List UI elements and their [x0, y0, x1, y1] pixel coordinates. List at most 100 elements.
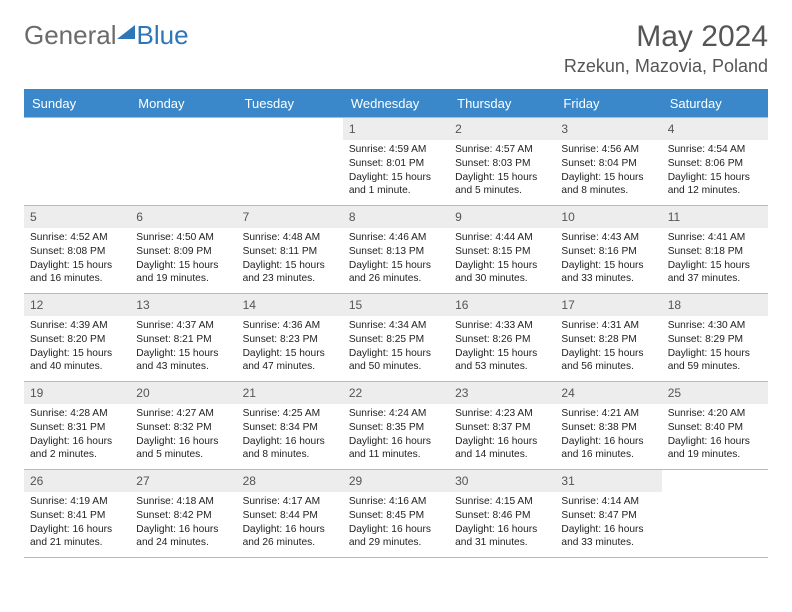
sunset-text: Sunset: 8:18 PM [668, 245, 762, 259]
sunset-text: Sunset: 8:29 PM [668, 333, 762, 347]
sunrise-text: Sunrise: 4:48 AM [243, 231, 337, 245]
calendar-day-cell: 15Sunrise: 4:34 AMSunset: 8:25 PMDayligh… [343, 294, 449, 382]
calendar-day-cell: 24Sunrise: 4:21 AMSunset: 8:38 PMDayligh… [555, 382, 661, 470]
sunset-text: Sunset: 8:21 PM [136, 333, 230, 347]
day-number: 25 [662, 382, 768, 404]
day-data: Sunrise: 4:31 AMSunset: 8:28 PMDaylight:… [555, 316, 661, 378]
sunset-text: Sunset: 8:47 PM [561, 509, 655, 523]
calendar-day-cell: 10Sunrise: 4:43 AMSunset: 8:16 PMDayligh… [555, 206, 661, 294]
sunset-text: Sunset: 8:44 PM [243, 509, 337, 523]
sunset-text: Sunset: 8:37 PM [455, 421, 549, 435]
day-data: Sunrise: 4:57 AMSunset: 8:03 PMDaylight:… [449, 140, 555, 202]
day-number: 17 [555, 294, 661, 316]
day-number: 20 [130, 382, 236, 404]
calendar-week-row: ...1Sunrise: 4:59 AMSunset: 8:01 PMDayli… [24, 118, 768, 206]
day-number: 18 [662, 294, 768, 316]
sunrise-text: Sunrise: 4:28 AM [30, 407, 124, 421]
sunrise-text: Sunrise: 4:23 AM [455, 407, 549, 421]
sunrise-text: Sunrise: 4:41 AM [668, 231, 762, 245]
sunset-text: Sunset: 8:45 PM [349, 509, 443, 523]
day-number: 14 [237, 294, 343, 316]
daylight-text: Daylight: 15 hours and 8 minutes. [561, 171, 655, 199]
daylight-text: Daylight: 15 hours and 40 minutes. [30, 347, 124, 375]
calendar-day-cell: 1Sunrise: 4:59 AMSunset: 8:01 PMDaylight… [343, 118, 449, 206]
day-data: Sunrise: 4:56 AMSunset: 8:04 PMDaylight:… [555, 140, 661, 202]
day-data: Sunrise: 4:27 AMSunset: 8:32 PMDaylight:… [130, 404, 236, 466]
daylight-text: Daylight: 15 hours and 23 minutes. [243, 259, 337, 287]
calendar-day-cell: 6Sunrise: 4:50 AMSunset: 8:09 PMDaylight… [130, 206, 236, 294]
sunset-text: Sunset: 8:25 PM [349, 333, 443, 347]
sunset-text: Sunset: 8:08 PM [30, 245, 124, 259]
calendar-day-cell: 12Sunrise: 4:39 AMSunset: 8:20 PMDayligh… [24, 294, 130, 382]
sunrise-text: Sunrise: 4:37 AM [136, 319, 230, 333]
calendar-day-cell: 21Sunrise: 4:25 AMSunset: 8:34 PMDayligh… [237, 382, 343, 470]
day-data: Sunrise: 4:59 AMSunset: 8:01 PMDaylight:… [343, 140, 449, 202]
daylight-text: Daylight: 16 hours and 5 minutes. [136, 435, 230, 463]
sunrise-text: Sunrise: 4:27 AM [136, 407, 230, 421]
calendar-day-cell: 2Sunrise: 4:57 AMSunset: 8:03 PMDaylight… [449, 118, 555, 206]
page-title: May 2024 [564, 20, 768, 54]
calendar-day-cell: 26Sunrise: 4:19 AMSunset: 8:41 PMDayligh… [24, 470, 130, 558]
day-number: 16 [449, 294, 555, 316]
sunrise-text: Sunrise: 4:20 AM [668, 407, 762, 421]
daylight-text: Daylight: 15 hours and 19 minutes. [136, 259, 230, 287]
sunrise-text: Sunrise: 4:34 AM [349, 319, 443, 333]
daylight-text: Daylight: 16 hours and 26 minutes. [243, 523, 337, 551]
daylight-text: Daylight: 16 hours and 8 minutes. [243, 435, 337, 463]
day-number: 3 [555, 118, 661, 140]
sunrise-text: Sunrise: 4:14 AM [561, 495, 655, 509]
weekday-header: Saturday [662, 90, 768, 118]
sunset-text: Sunset: 8:35 PM [349, 421, 443, 435]
day-data: Sunrise: 4:36 AMSunset: 8:23 PMDaylight:… [237, 316, 343, 378]
weekday-header: Wednesday [343, 90, 449, 118]
day-data: Sunrise: 4:14 AMSunset: 8:47 PMDaylight:… [555, 492, 661, 554]
day-data: Sunrise: 4:33 AMSunset: 8:26 PMDaylight:… [449, 316, 555, 378]
day-number: 19 [24, 382, 130, 404]
daylight-text: Daylight: 16 hours and 14 minutes. [455, 435, 549, 463]
day-number: 8 [343, 206, 449, 228]
daylight-text: Daylight: 16 hours and 16 minutes. [561, 435, 655, 463]
day-data: Sunrise: 4:17 AMSunset: 8:44 PMDaylight:… [237, 492, 343, 554]
daylight-text: Daylight: 15 hours and 56 minutes. [561, 347, 655, 375]
calendar-day-cell: 11Sunrise: 4:41 AMSunset: 8:18 PMDayligh… [662, 206, 768, 294]
title-block: May 2024 Rzekun, Mazovia, Poland [564, 20, 768, 77]
sunset-text: Sunset: 8:28 PM [561, 333, 655, 347]
day-data: Sunrise: 4:52 AMSunset: 8:08 PMDaylight:… [24, 228, 130, 290]
sunset-text: Sunset: 8:31 PM [30, 421, 124, 435]
day-data: Sunrise: 4:25 AMSunset: 8:34 PMDaylight:… [237, 404, 343, 466]
sunrise-text: Sunrise: 4:46 AM [349, 231, 443, 245]
day-data: Sunrise: 4:23 AMSunset: 8:37 PMDaylight:… [449, 404, 555, 466]
calendar-table: Sunday Monday Tuesday Wednesday Thursday… [24, 89, 768, 558]
sunset-text: Sunset: 8:16 PM [561, 245, 655, 259]
calendar-day-cell: 4Sunrise: 4:54 AMSunset: 8:06 PMDaylight… [662, 118, 768, 206]
sunset-text: Sunset: 8:32 PM [136, 421, 230, 435]
calendar-day-cell: 16Sunrise: 4:33 AMSunset: 8:26 PMDayligh… [449, 294, 555, 382]
sunset-text: Sunset: 8:41 PM [30, 509, 124, 523]
day-number: 22 [343, 382, 449, 404]
calendar-day-cell: 30Sunrise: 4:15 AMSunset: 8:46 PMDayligh… [449, 470, 555, 558]
calendar-day-cell: 17Sunrise: 4:31 AMSunset: 8:28 PMDayligh… [555, 294, 661, 382]
sunset-text: Sunset: 8:20 PM [30, 333, 124, 347]
day-number: 4 [662, 118, 768, 140]
daylight-text: Daylight: 16 hours and 21 minutes. [30, 523, 124, 551]
calendar-day-cell: 19Sunrise: 4:28 AMSunset: 8:31 PMDayligh… [24, 382, 130, 470]
daylight-text: Daylight: 15 hours and 47 minutes. [243, 347, 337, 375]
sunset-text: Sunset: 8:04 PM [561, 157, 655, 171]
sunrise-text: Sunrise: 4:54 AM [668, 143, 762, 157]
weekday-header: Friday [555, 90, 661, 118]
day-data: Sunrise: 4:50 AMSunset: 8:09 PMDaylight:… [130, 228, 236, 290]
sunrise-text: Sunrise: 4:36 AM [243, 319, 337, 333]
sunrise-text: Sunrise: 4:30 AM [668, 319, 762, 333]
day-number: 6 [130, 206, 236, 228]
day-data: Sunrise: 4:16 AMSunset: 8:45 PMDaylight:… [343, 492, 449, 554]
logo: General Blue [24, 20, 189, 51]
day-data: Sunrise: 4:24 AMSunset: 8:35 PMDaylight:… [343, 404, 449, 466]
sunset-text: Sunset: 8:34 PM [243, 421, 337, 435]
calendar-day-cell: 31Sunrise: 4:14 AMSunset: 8:47 PMDayligh… [555, 470, 661, 558]
daylight-text: Daylight: 16 hours and 31 minutes. [455, 523, 549, 551]
calendar-day-cell: 8Sunrise: 4:46 AMSunset: 8:13 PMDaylight… [343, 206, 449, 294]
calendar-day-cell: . [24, 118, 130, 206]
day-number: 9 [449, 206, 555, 228]
sunrise-text: Sunrise: 4:24 AM [349, 407, 443, 421]
calendar-day-cell: 20Sunrise: 4:27 AMSunset: 8:32 PMDayligh… [130, 382, 236, 470]
